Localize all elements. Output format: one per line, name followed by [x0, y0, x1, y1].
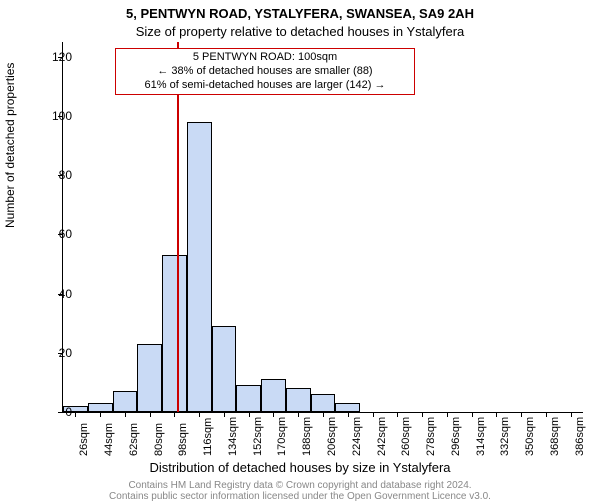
x-tick-label: 134sqm — [227, 417, 239, 456]
annotation-line2: ← 38% of detached houses are smaller (88… — [157, 65, 372, 77]
y-tick-label: 80 — [32, 168, 72, 182]
x-tick-label: 62sqm — [128, 423, 140, 456]
x-tick — [373, 412, 374, 417]
histogram-bar — [286, 388, 311, 412]
y-axis-label: Number of detached properties — [3, 63, 17, 228]
x-tick — [521, 412, 522, 417]
x-tick — [273, 412, 274, 417]
x-tick-label: 170sqm — [276, 417, 288, 456]
histogram-bar — [212, 326, 237, 412]
histogram-bar — [137, 344, 162, 412]
annotation-line3: 61% of semi-detached houses are larger (… — [145, 79, 386, 91]
x-tick-label: 314sqm — [475, 417, 487, 456]
x-tick-label: 242sqm — [376, 417, 388, 456]
x-tick-label: 296sqm — [450, 417, 462, 456]
x-tick-label: 224sqm — [351, 417, 363, 456]
x-tick — [125, 412, 126, 417]
histogram-bar — [88, 403, 113, 412]
page-title-sub: Size of property relative to detached ho… — [0, 24, 600, 39]
histogram-bar — [113, 391, 138, 412]
x-tick-label: 80sqm — [153, 423, 165, 456]
histogram-chart: 5 PENTWYN ROAD: 100sqm ← 38% of detached … — [62, 42, 582, 412]
x-tick — [224, 412, 225, 417]
histogram-bar — [335, 403, 360, 412]
histogram-bar — [187, 122, 212, 412]
x-tick-label: 260sqm — [400, 417, 412, 456]
x-tick — [546, 412, 547, 417]
y-tick-label: 20 — [32, 346, 72, 360]
x-tick — [199, 412, 200, 417]
x-tick-label: 386sqm — [574, 417, 586, 456]
annotation-box: 5 PENTWYN ROAD: 100sqm ← 38% of detached … — [115, 48, 415, 95]
x-axis-label: Distribution of detached houses by size … — [0, 460, 600, 475]
y-tick-label: 100 — [32, 109, 72, 123]
histogram-bar — [261, 379, 286, 412]
credits-text: Contains HM Land Registry data © Crown c… — [0, 480, 600, 502]
x-tick — [397, 412, 398, 417]
x-tick — [100, 412, 101, 417]
histogram-bar — [162, 255, 187, 412]
x-tick-label: 116sqm — [202, 418, 214, 456]
x-tick-label: 350sqm — [524, 417, 536, 456]
x-tick-label: 188sqm — [301, 417, 313, 456]
x-tick-label: 278sqm — [425, 417, 437, 456]
x-tick-label: 26sqm — [78, 423, 90, 456]
plot-area: 5 PENTWYN ROAD: 100sqm ← 38% of detached … — [62, 42, 583, 413]
x-tick-label: 44sqm — [103, 423, 115, 456]
credits-line1: Contains HM Land Registry data © Crown c… — [128, 480, 471, 491]
histogram-bar — [236, 385, 261, 412]
x-tick — [174, 412, 175, 417]
annotation-line1: 5 PENTWYN ROAD: 100sqm — [193, 51, 337, 63]
x-tick — [571, 412, 572, 417]
x-tick — [496, 412, 497, 417]
subject-marker-line — [177, 42, 179, 412]
x-tick — [323, 412, 324, 417]
y-tick-label: 60 — [32, 227, 72, 241]
credits-line2: Contains public sector information licen… — [109, 491, 491, 502]
x-tick — [298, 412, 299, 417]
x-tick — [447, 412, 448, 417]
x-tick-label: 98sqm — [177, 423, 189, 456]
x-tick-label: 368sqm — [549, 417, 561, 456]
x-tick — [249, 412, 250, 417]
x-tick — [422, 412, 423, 417]
page-title-address: 5, PENTWYN ROAD, YSTALYFERA, SWANSEA, SA… — [0, 6, 600, 21]
x-tick — [150, 412, 151, 417]
x-tick-label: 332sqm — [499, 417, 511, 456]
x-tick — [348, 412, 349, 417]
x-tick-label: 206sqm — [326, 417, 338, 456]
y-tick-label: 120 — [32, 50, 72, 64]
x-tick — [472, 412, 473, 417]
y-tick-label: 40 — [32, 287, 72, 301]
x-tick-label: 152sqm — [252, 417, 264, 456]
y-tick-label: 0 — [32, 405, 72, 419]
x-tick — [75, 412, 76, 417]
histogram-bar — [311, 394, 336, 412]
